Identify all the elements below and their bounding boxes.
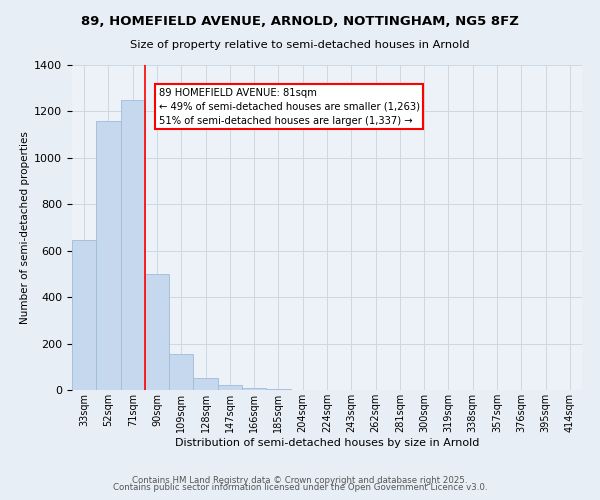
Text: Contains HM Land Registry data © Crown copyright and database right 2025.: Contains HM Land Registry data © Crown c…	[132, 476, 468, 485]
Bar	[169, 354, 193, 390]
Text: 89 HOMEFIELD AVENUE: 81sqm
← 49% of semi-detached houses are smaller (1,263)
51%: 89 HOMEFIELD AVENUE: 81sqm ← 49% of semi…	[158, 88, 420, 126]
Bar	[218, 385, 242, 390]
Bar	[266, 389, 290, 390]
Bar	[72, 240, 96, 390]
Bar	[242, 388, 266, 390]
Text: Contains public sector information licensed under the Open Government Licence v3: Contains public sector information licen…	[113, 484, 487, 492]
X-axis label: Distribution of semi-detached houses by size in Arnold: Distribution of semi-detached houses by …	[175, 438, 479, 448]
Text: Size of property relative to semi-detached houses in Arnold: Size of property relative to semi-detach…	[130, 40, 470, 50]
Bar	[193, 378, 218, 390]
Y-axis label: Number of semi-detached properties: Number of semi-detached properties	[20, 131, 30, 324]
Bar	[96, 120, 121, 390]
Bar	[145, 274, 169, 390]
Bar	[121, 100, 145, 390]
Text: 89, HOMEFIELD AVENUE, ARNOLD, NOTTINGHAM, NG5 8FZ: 89, HOMEFIELD AVENUE, ARNOLD, NOTTINGHAM…	[81, 15, 519, 28]
